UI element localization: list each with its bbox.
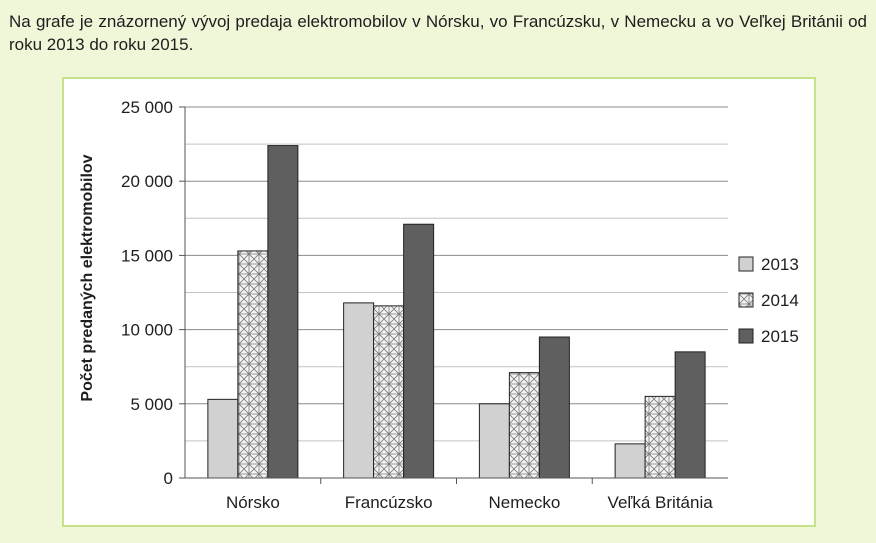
- bar-2014-1: [373, 305, 405, 479]
- legend-swatch-2015: [738, 328, 754, 344]
- y-tick-label: 20 000: [121, 172, 173, 191]
- bars: [207, 145, 706, 479]
- y-axis-title: Počet predaných elektromobilov: [79, 154, 96, 401]
- bar-2015-0: [267, 145, 299, 479]
- y-tick-label: 5 000: [130, 395, 173, 414]
- legend-swatch-2014: [738, 292, 754, 308]
- y-tick-label: 15 000: [121, 246, 173, 265]
- bar-2014-3: [644, 395, 676, 479]
- tick-labels: 0 5 000 10 000 15 000 20 000 25 000 Nórsko Fran…: [121, 98, 713, 512]
- legend-swatch-2013: [738, 256, 754, 272]
- intro-text: Na grafe je znázornený vývoj predaja ele…: [9, 12, 867, 54]
- legend-label-2013: 2013: [761, 255, 799, 274]
- y-tick-label: 25 000: [121, 98, 173, 117]
- x-category-label: Veľká Británia: [608, 493, 714, 512]
- chart-frame: 0 5 000 10 000 15 000 20 000 25 000 Nórsko Fran…: [62, 77, 816, 527]
- legend-label-2015: 2015: [761, 327, 799, 346]
- legend-label-2014: 2014: [761, 291, 799, 310]
- bar-2014-2: [508, 372, 540, 479]
- bar-2013-1: [343, 302, 375, 479]
- y-tick-label: 10 000: [121, 321, 173, 340]
- legend: 2013 2014 2015: [738, 255, 799, 346]
- x-category-label: Nemecko: [488, 493, 560, 512]
- x-category-label: Nórsko: [226, 493, 280, 512]
- bar-2015-2: [538, 336, 570, 479]
- y-tick-label: 0: [164, 469, 173, 488]
- bar-2013-3: [614, 443, 646, 479]
- bar-2014-0: [237, 250, 269, 479]
- bar-2013-2: [478, 403, 510, 479]
- bar-2015-3: [674, 351, 706, 479]
- x-category-label: Francúzsko: [345, 493, 433, 512]
- bar-2013-0: [207, 398, 239, 479]
- axes: [179, 106, 728, 484]
- bar-2015-1: [403, 223, 435, 479]
- bar-chart: 0 5 000 10 000 15 000 20 000 25 000 Nórsko Fran…: [79, 98, 799, 512]
